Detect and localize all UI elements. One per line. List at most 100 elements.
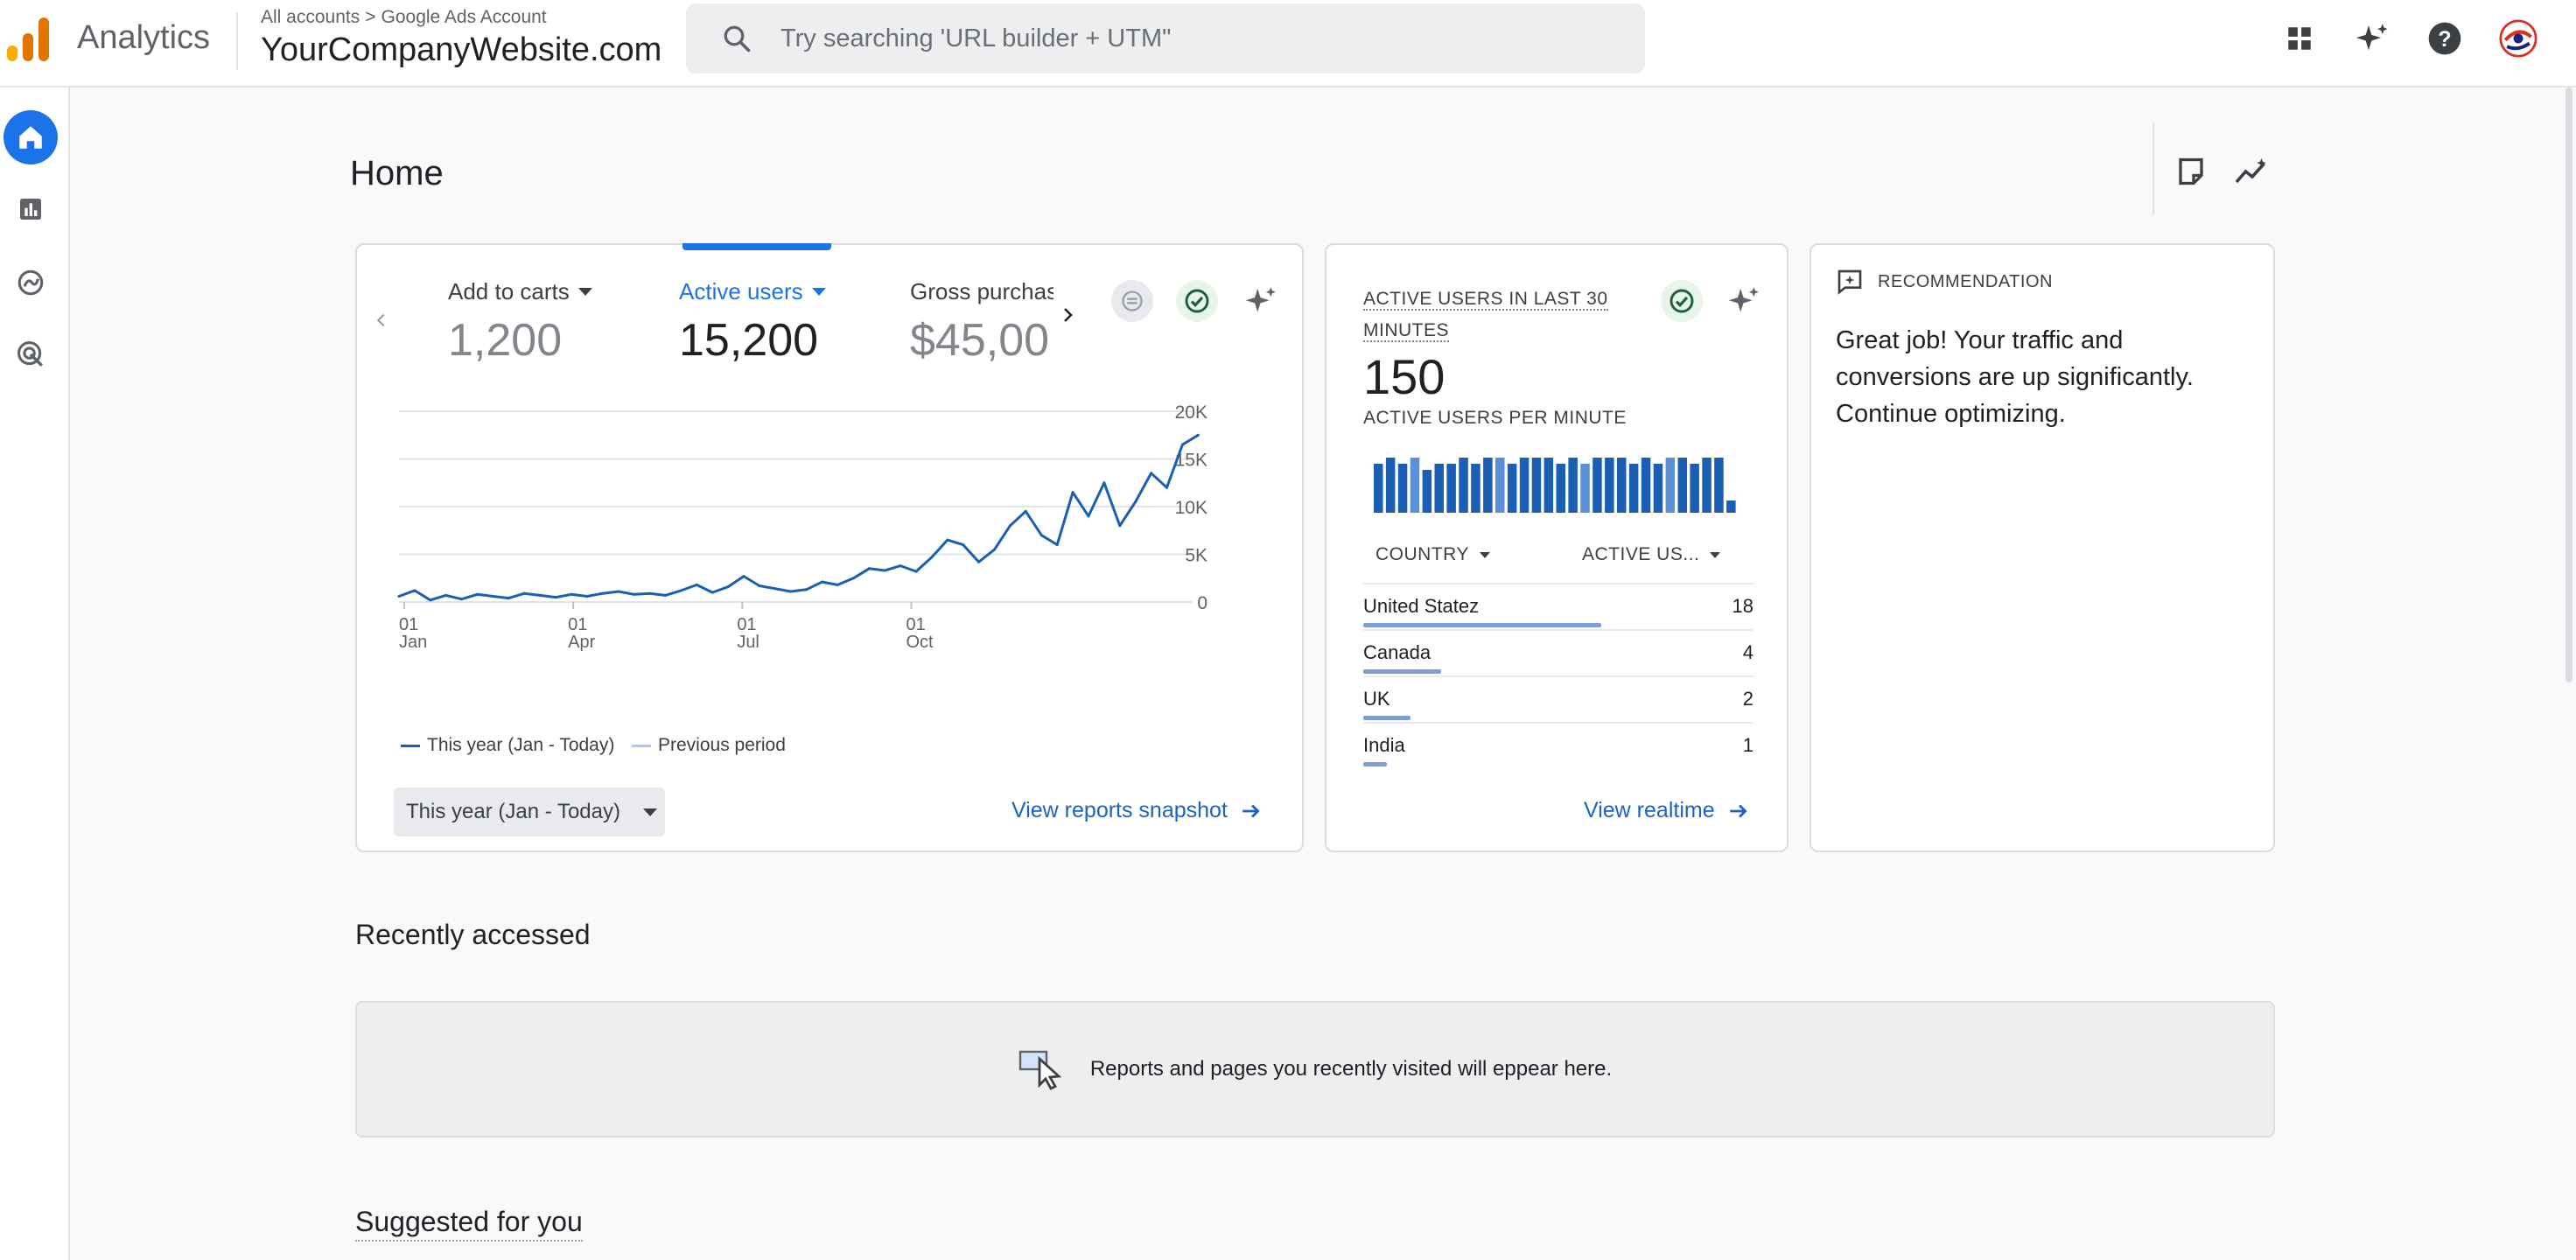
realtime-ai-button[interactable] (1724, 280, 1766, 322)
prev-metric-button[interactable] (366, 304, 397, 336)
data-point[interactable] (1008, 524, 1012, 528)
metric-gross-purchase[interactable]: Gross purchas $45,00 (910, 278, 1054, 367)
per-minute-bar[interactable] (1592, 458, 1602, 513)
nav-advertising-button[interactable] (4, 327, 58, 382)
data-point[interactable] (758, 584, 761, 587)
per-minute-bar[interactable] (1580, 464, 1590, 513)
search-bar[interactable] (686, 4, 1645, 74)
data-point[interactable] (789, 590, 793, 593)
breadcrumb[interactable]: All accounts > Google Ads Account (261, 7, 547, 28)
data-point[interactable] (460, 598, 464, 601)
per-minute-bar[interactable] (1714, 458, 1724, 513)
nav-reports-button[interactable] (4, 182, 58, 236)
per-minute-bar[interactable] (1519, 458, 1530, 513)
data-point[interactable] (742, 575, 746, 578)
per-minute-bar[interactable] (1374, 464, 1383, 513)
per-minute-bar[interactable] (1617, 458, 1627, 513)
per-minute-bar[interactable] (1641, 458, 1651, 513)
view-reports-snapshot-link[interactable]: View reports snapshot (1012, 798, 1263, 823)
insights-button[interactable] (2233, 152, 2272, 191)
status-check-button[interactable] (1176, 280, 1218, 322)
data-point[interactable] (538, 593, 542, 597)
sparkle-icon[interactable] (2354, 19, 2392, 58)
per-minute-bar[interactable] (1422, 470, 1432, 513)
data-point[interactable] (1118, 524, 1122, 528)
data-point[interactable] (1071, 491, 1074, 494)
data-point[interactable] (522, 592, 526, 595)
data-point[interactable] (962, 543, 965, 547)
date-range-dropdown[interactable]: This year (Jan - Today) (394, 788, 665, 836)
per-minute-bar[interactable] (1653, 464, 1663, 513)
data-point[interactable] (1040, 534, 1043, 537)
comparison-button[interactable] (1111, 280, 1153, 322)
help-icon[interactable]: ? (2426, 19, 2464, 58)
per-minute-bar[interactable] (1495, 458, 1505, 513)
table-row[interactable]: Canada 4 (1363, 629, 1754, 676)
data-point[interactable] (585, 595, 589, 598)
per-minute-bar[interactable] (1628, 464, 1639, 513)
data-point[interactable] (570, 592, 573, 596)
breadcrumb-all-accounts[interactable]: All accounts (261, 7, 360, 27)
per-minute-bar[interactable] (1665, 458, 1676, 513)
per-minute-bar[interactable] (1507, 464, 1517, 513)
customize-card-button[interactable] (2172, 152, 2210, 191)
per-minute-bar[interactable] (1397, 464, 1408, 513)
ai-insights-button[interactable] (1241, 280, 1283, 322)
nav-explore-button[interactable] (4, 256, 58, 310)
data-point[interactable] (397, 595, 401, 598)
analytics-logo-icon[interactable] (7, 16, 49, 61)
data-point[interactable] (429, 598, 432, 602)
data-point[interactable] (1150, 472, 1153, 475)
per-minute-bar[interactable] (1605, 458, 1614, 513)
data-point[interactable] (977, 560, 981, 564)
data-point[interactable] (883, 569, 886, 572)
data-point[interactable] (507, 597, 510, 600)
data-point[interactable] (930, 556, 934, 559)
per-minute-bar[interactable] (1446, 464, 1456, 513)
apps-grid-icon[interactable] (2280, 19, 2319, 58)
data-point[interactable] (1180, 443, 1184, 446)
property-selector[interactable]: YourCompanyWebsite.com (261, 32, 662, 68)
page-scrollbar[interactable] (2566, 88, 2572, 682)
data-point[interactable] (993, 548, 996, 551)
data-point[interactable] (679, 589, 682, 592)
country-column-header[interactable]: COUNTRY (1376, 544, 1490, 565)
data-point[interactable] (695, 583, 698, 586)
data-point[interactable] (663, 593, 667, 597)
series-line-this-year[interactable] (398, 434, 1200, 602)
realtime-status-button[interactable] (1661, 280, 1703, 322)
view-realtime-link[interactable]: View realtime (1584, 798, 1750, 823)
active-users-column-header[interactable]: ACTIVE US... (1582, 544, 1721, 565)
data-point[interactable] (805, 588, 808, 592)
data-point[interactable] (946, 538, 949, 542)
data-point[interactable] (554, 596, 557, 599)
data-point[interactable] (444, 593, 448, 597)
data-point[interactable] (710, 591, 714, 594)
per-minute-bar[interactable] (1483, 458, 1493, 513)
data-point[interactable] (1102, 481, 1106, 485)
data-point[interactable] (726, 585, 730, 589)
data-point[interactable] (413, 589, 416, 592)
table-row[interactable]: United Statez 18 (1363, 583, 1754, 629)
data-point[interactable] (1196, 433, 1200, 437)
data-point[interactable] (867, 567, 871, 570)
per-minute-bar[interactable] (1556, 464, 1566, 513)
per-minute-bar[interactable] (1385, 458, 1396, 513)
table-row[interactable]: India 1 (1363, 722, 1754, 768)
data-point[interactable] (492, 595, 494, 598)
data-point[interactable] (1087, 514, 1090, 518)
data-point[interactable] (899, 564, 902, 568)
data-point[interactable] (648, 592, 651, 595)
data-point[interactable] (851, 577, 855, 580)
per-minute-bar[interactable] (1677, 458, 1688, 513)
data-point[interactable] (821, 580, 823, 584)
per-minute-bar[interactable] (1459, 458, 1468, 513)
data-point[interactable] (774, 587, 777, 591)
per-minute-bar[interactable] (1471, 464, 1480, 513)
data-point[interactable] (1166, 486, 1168, 489)
data-point[interactable] (633, 592, 636, 596)
account-avatar-icon[interactable] (2499, 19, 2538, 58)
data-point[interactable] (476, 592, 479, 596)
data-point[interactable] (601, 592, 605, 595)
per-minute-bar[interactable] (1531, 458, 1542, 513)
